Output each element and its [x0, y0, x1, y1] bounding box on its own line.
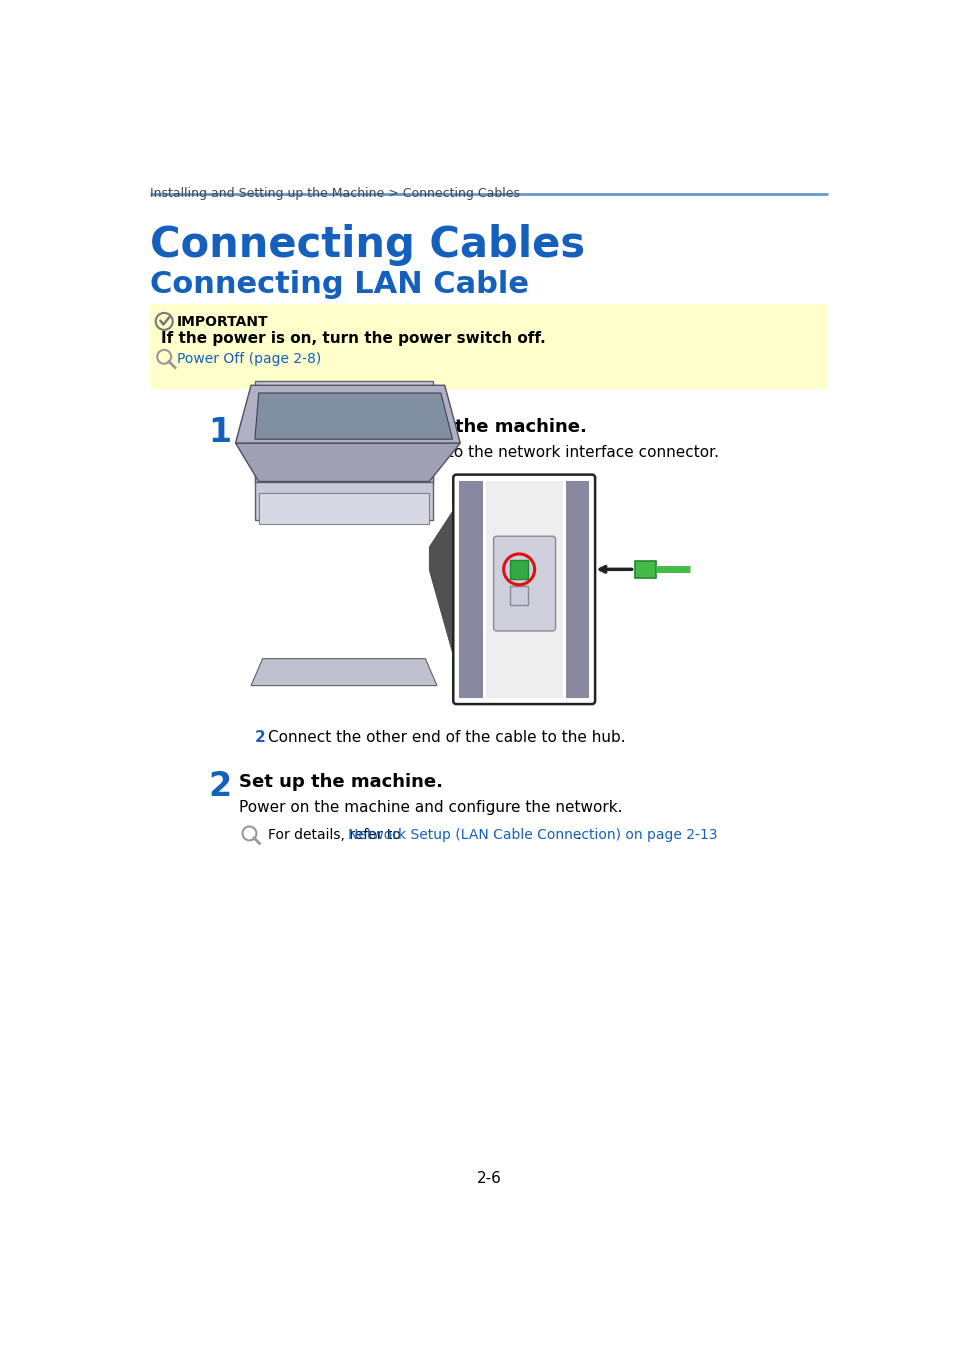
Text: Connect the LAN cable to the network interface connector.: Connect the LAN cable to the network int… [268, 446, 719, 460]
Text: Installing and Setting up the Machine > Connecting Cables: Installing and Setting up the Machine > … [150, 188, 519, 200]
Text: 2: 2 [208, 771, 232, 803]
FancyBboxPatch shape [509, 560, 528, 579]
Text: IMPORTANT: IMPORTANT [176, 316, 268, 329]
FancyBboxPatch shape [509, 586, 528, 605]
FancyBboxPatch shape [485, 481, 562, 698]
Polygon shape [251, 659, 436, 686]
FancyBboxPatch shape [493, 536, 555, 630]
FancyBboxPatch shape [453, 475, 595, 705]
FancyBboxPatch shape [258, 493, 429, 524]
Text: If the power is on, turn the power switch off.: If the power is on, turn the power switc… [161, 331, 545, 347]
Text: For details, refer to: For details, refer to [268, 828, 405, 842]
FancyBboxPatch shape [254, 439, 433, 482]
FancyBboxPatch shape [254, 382, 433, 520]
Text: Connecting LAN Cable: Connecting LAN Cable [150, 270, 529, 298]
Text: Power on the machine and configure the network.: Power on the machine and configure the n… [239, 799, 622, 814]
Polygon shape [429, 501, 459, 678]
Text: Connecting Cables: Connecting Cables [150, 224, 585, 266]
Text: 2-6: 2-6 [476, 1170, 501, 1185]
FancyBboxPatch shape [150, 305, 827, 389]
FancyBboxPatch shape [565, 481, 588, 698]
Text: 2: 2 [254, 730, 265, 745]
Text: Set up the machine.: Set up the machine. [239, 772, 443, 791]
Text: Network Setup (LAN Cable Connection) on page 2-13: Network Setup (LAN Cable Connection) on … [348, 828, 717, 842]
Text: Connect the other end of the cable to the hub.: Connect the other end of the cable to th… [268, 730, 625, 745]
Polygon shape [235, 385, 459, 443]
Polygon shape [254, 393, 452, 439]
Text: Connect the cable to the machine.: Connect the cable to the machine. [239, 418, 587, 436]
Text: 1: 1 [208, 416, 232, 450]
Text: .: . [576, 828, 580, 842]
FancyBboxPatch shape [459, 481, 482, 698]
FancyBboxPatch shape [635, 560, 656, 578]
Text: 1: 1 [254, 446, 265, 460]
Polygon shape [235, 443, 459, 482]
Text: Power Off (page 2-8): Power Off (page 2-8) [176, 352, 320, 366]
